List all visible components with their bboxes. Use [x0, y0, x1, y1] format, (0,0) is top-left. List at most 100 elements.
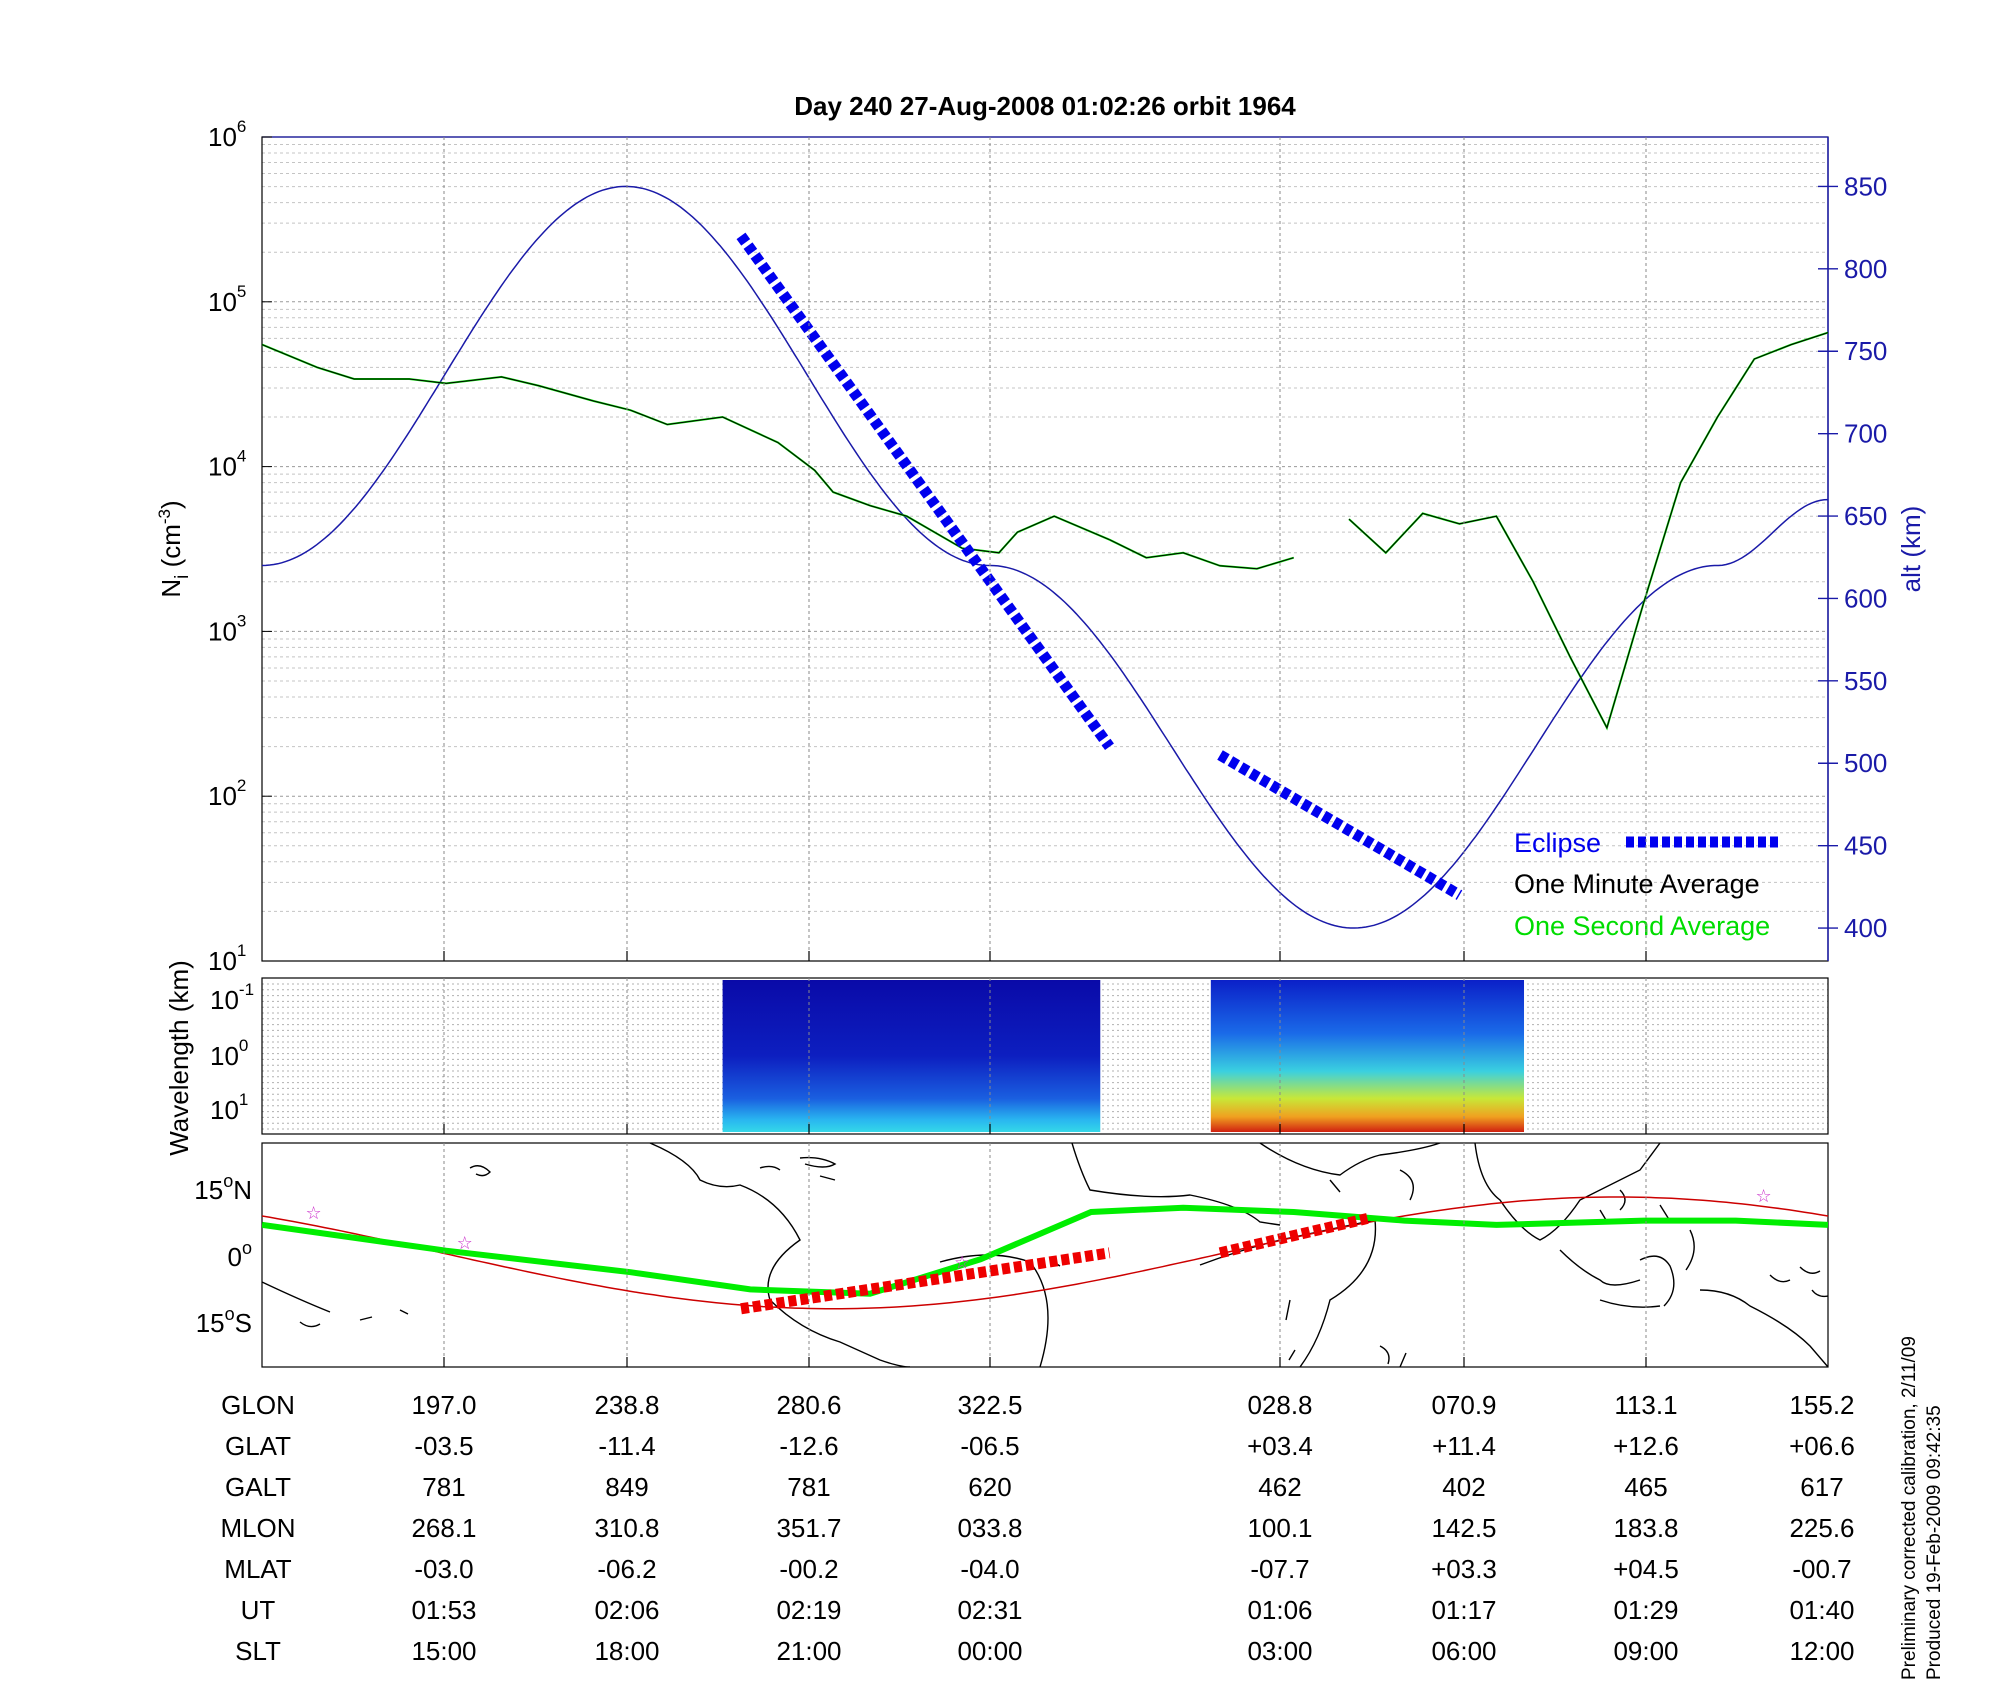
table-cell: -12.6	[779, 1431, 838, 1461]
table-cell: 15:00	[411, 1636, 476, 1666]
map-tick-value: 15	[194, 1175, 223, 1205]
altitude-y-ticks: 400 450 500 550 600 650 700 750 800 850	[1818, 171, 1887, 943]
map-panel-frame	[261, 1142, 1829, 1368]
ephemeris-table: GLON 197.0 238.8 280.6 322.5 028.8 070.9 113.1 1…	[220, 1390, 1854, 1666]
map-y-tick-label: 15oN	[194, 1171, 252, 1205]
one-second-average-line	[1109, 538, 1294, 570]
tick-base: 10	[210, 985, 239, 1015]
spectrogram-y-tick-label: 100	[210, 1036, 248, 1071]
table-cell: 18:00	[594, 1636, 659, 1666]
eclipse-segment	[736, 232, 1114, 750]
table-cell: -00.2	[779, 1554, 838, 1584]
map-tick-hemisphere: N	[233, 1175, 252, 1205]
density-y-tick-label: 101	[208, 941, 246, 976]
table-cell: 781	[787, 1472, 830, 1502]
altitude-y-tick-label: 600	[1844, 583, 1887, 613]
table-cell: +11.4	[1432, 1431, 1496, 1461]
altitude-y-tick-label: 550	[1844, 666, 1887, 696]
tick-exponent: -1	[239, 980, 254, 999]
density-label-unit-exp: -3	[155, 509, 174, 524]
tick-base: 10	[210, 1095, 239, 1125]
one-second-average-line	[1348, 331, 1828, 731]
table-cell: 06:00	[1431, 1636, 1496, 1666]
legend-minute-label: One Minute Average	[1514, 869, 1760, 899]
table-cell: 02:06	[594, 1595, 659, 1625]
altitude-y-tick-label: 800	[1844, 254, 1887, 284]
spectrogram-panel-frame	[261, 977, 1829, 1135]
tick-exponent: 4	[237, 447, 246, 466]
eclipse-segments	[736, 232, 1463, 900]
map-star-markers: ☆ ☆ ☆ ☆	[306, 1186, 1772, 1273]
spectrogram-grid	[262, 983, 1828, 1130]
star-icon: ☆	[306, 1203, 322, 1223]
map-tick-degree: o	[242, 1238, 252, 1258]
map-eclipse-segment	[1218, 1213, 1369, 1259]
table-cell: 21:00	[776, 1636, 841, 1666]
tick-base: 10	[210, 1041, 239, 1071]
table-cell: -11.4	[598, 1431, 655, 1461]
produced-note: Produced 19-Feb-2009 09:42:35	[1924, 1405, 1945, 1680]
table-cell: 238.8	[594, 1390, 659, 1420]
one-minute-average-line	[262, 344, 1110, 554]
density-y-tick-label: 102	[208, 776, 246, 811]
legend-eclipse-label: Eclipse	[1514, 828, 1601, 858]
density-y-tick-label: 105	[208, 282, 246, 317]
table-cell: 351.7	[776, 1513, 841, 1543]
altitude-y-tick-label: 700	[1844, 419, 1887, 449]
table-row-label: MLON	[220, 1513, 295, 1543]
density-y-tick-label: 106	[208, 117, 246, 152]
tick-base: 10	[208, 616, 237, 646]
map-y-tick-label: 15oS	[196, 1304, 252, 1338]
table-cell: 781	[422, 1472, 465, 1502]
density-y-tick-label: 104	[208, 447, 246, 482]
table-cell: +03.4	[1247, 1431, 1313, 1461]
table-row-label: MLAT	[224, 1554, 292, 1584]
one-minute-average-line	[1109, 539, 1294, 570]
chart-title: Day 240 27-Aug-2008 01:02:26 orbit 1964	[794, 91, 1296, 121]
density-label-unit-end: )	[156, 500, 186, 509]
altitude-y-tick-label: 650	[1844, 501, 1887, 531]
spectrogram-y-tick-label: 10-1	[210, 980, 254, 1015]
table-cell: -04.0	[960, 1554, 1019, 1584]
calibration-note: Preliminary corrected calibration, 2/11/…	[1899, 1336, 1920, 1680]
density-grid	[262, 144, 1828, 962]
table-cell: 617	[1800, 1472, 1843, 1502]
table-cell: 00:00	[957, 1636, 1022, 1666]
tick-base: 10	[208, 287, 237, 317]
table-cell: 01:53	[411, 1595, 476, 1625]
tick-exponent: 6	[237, 117, 246, 136]
density-axis-label: Ni (cm-3)	[155, 500, 193, 597]
tick-exponent: 1	[239, 1090, 248, 1109]
table-cell: 028.8	[1247, 1390, 1312, 1420]
tick-exponent: 5	[237, 282, 246, 301]
altitude-y-tick-label: 450	[1844, 831, 1887, 861]
tick-base: 10	[208, 452, 237, 482]
density-y-tick-label: 103	[208, 611, 246, 646]
table-cell: 402	[1442, 1472, 1485, 1502]
table-cell: +04.5	[1613, 1554, 1679, 1584]
altitude-y-tick-label: 750	[1844, 336, 1887, 366]
spectrogram-axis-label: Wavelength (km)	[164, 960, 194, 1156]
table-cell: -00.7	[1792, 1554, 1851, 1584]
table-cell: 03:00	[1247, 1636, 1312, 1666]
altitude-y-tick-label: 500	[1844, 748, 1887, 778]
table-cell: +12.6	[1613, 1431, 1679, 1461]
table-cell: 01:17	[1431, 1595, 1496, 1625]
map-footprint-line	[262, 1204, 1828, 1297]
tick-base: 10	[208, 946, 237, 976]
table-cell: -07.7	[1250, 1554, 1309, 1584]
altitude-axis-label: alt (km)	[1896, 506, 1926, 593]
one-minute-average-line	[1348, 332, 1828, 730]
table-cell: -03.5	[414, 1431, 473, 1461]
map-y-tick-label: 0o	[228, 1238, 252, 1272]
tick-base: 10	[208, 122, 237, 152]
table-cell: -06.2	[597, 1554, 656, 1584]
table-cell: 01:29	[1613, 1595, 1678, 1625]
table-cell: 225.6	[1789, 1513, 1854, 1543]
map-tick-value: 0	[228, 1242, 242, 1272]
table-cell: 183.8	[1613, 1513, 1678, 1543]
table-cell: +03.3	[1431, 1554, 1497, 1584]
table-cell: 02:19	[776, 1595, 841, 1625]
table-cell: 09:00	[1613, 1636, 1678, 1666]
